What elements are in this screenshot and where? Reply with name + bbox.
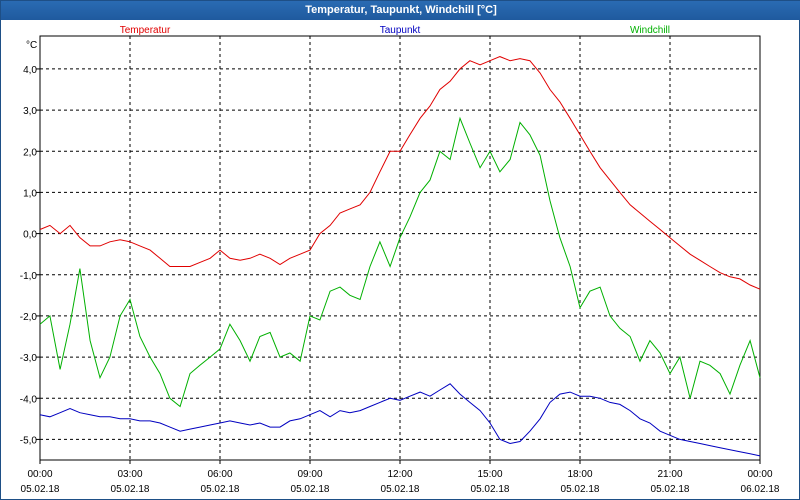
x-tick-time-label: 15:00 (477, 469, 502, 480)
x-tick-time-label: 06:00 (207, 469, 232, 480)
x-tick-date-label: 05.02.18 (561, 484, 600, 495)
series-line-temperatur (39, 56, 761, 290)
x-tick-date-label: 05.02.18 (291, 484, 330, 495)
y-axis-unit-label: °C (26, 40, 37, 51)
y-tick-label: -2,0 (20, 312, 38, 323)
x-tick-date-label: 05.02.18 (381, 484, 420, 495)
x-tick-time-label: 09:00 (297, 469, 322, 480)
x-tick-date-label: 05.02.18 (201, 484, 240, 495)
series-line-windchill (39, 116, 761, 408)
x-tick-date-label: 05.02.18 (21, 484, 60, 495)
y-tick-label: 0,0 (23, 230, 37, 241)
y-tick-label: -4,0 (20, 394, 38, 405)
x-tick-time-label: 12:00 (387, 469, 412, 480)
y-tick-label: 3,0 (23, 106, 37, 117)
x-tick-time-label: 18:00 (567, 469, 592, 480)
y-tick-label: 2,0 (23, 147, 37, 158)
x-tick-time-label: 00:00 (27, 469, 52, 480)
y-axis: 4,0 3,0 2,0 1,0 0,0 -1,0 -2,0 -3,0 -4,0 -5,0 (20, 65, 40, 446)
grid-layer (40, 36, 760, 460)
y-tick-label: -1,0 (20, 271, 38, 282)
legend-item-taupunkt: Taupunkt (380, 25, 421, 36)
y-tick-label: -5,0 (20, 435, 38, 446)
legend-item-windchill: Windchill (630, 25, 670, 36)
y-tick-label: 4,0 (23, 65, 37, 76)
series-line-taupunkt (39, 383, 761, 457)
x-tick-date-label: 06.02.18 (741, 484, 780, 495)
legend-item-temperatur: Temperatur (120, 25, 171, 36)
x-tick-date-label: 05.02.18 (651, 484, 690, 495)
legend: Temperatur Taupunkt Windchill (120, 25, 670, 36)
x-tick-time-label: 00:00 (747, 469, 772, 480)
x-tick-time-label: 21:00 (657, 469, 682, 480)
x-axis: 00:00 05.02.18 03:00 05.02.18 06:00 05.02.18 0… (21, 460, 780, 495)
series-layer (39, 56, 761, 457)
x-tick-time-label: 03:00 (117, 469, 142, 480)
window-title: Temperatur, Taupunkt, Windchill [°C] (1, 1, 800, 20)
y-tick-label: -3,0 (20, 353, 38, 364)
x-tick-date-label: 05.02.18 (471, 484, 510, 495)
y-tick-label: 1,0 (23, 188, 37, 199)
x-tick-date-label: 05.02.18 (111, 484, 150, 495)
